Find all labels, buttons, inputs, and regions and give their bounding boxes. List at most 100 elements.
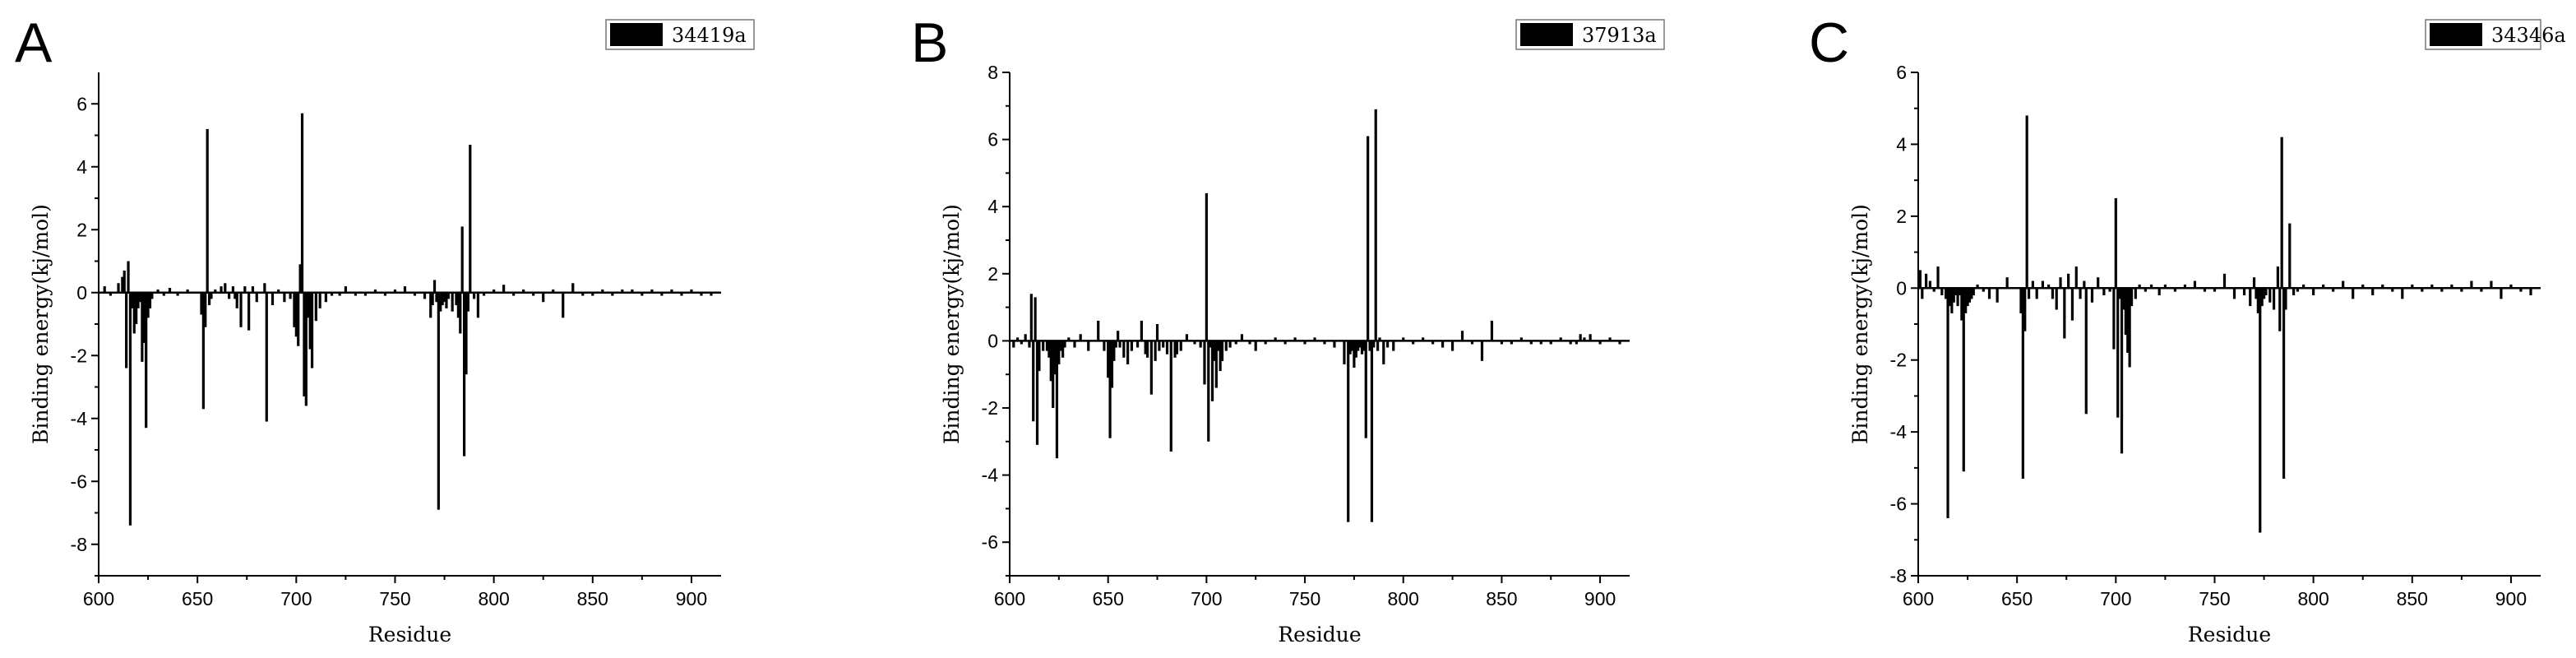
x-tick-label: 700	[1191, 588, 1222, 609]
bar	[1358, 341, 1362, 348]
x-tick-label: 850	[2397, 588, 2428, 609]
bar	[1049, 341, 1052, 382]
bar	[243, 286, 247, 293]
bar	[1364, 341, 1367, 438]
x-tick-label: 800	[2297, 588, 2329, 609]
bar	[1045, 341, 1049, 351]
bar	[1962, 288, 1965, 472]
bar	[2500, 288, 2503, 299]
bar	[2183, 284, 2187, 289]
bar	[2480, 288, 2483, 292]
bar	[1283, 341, 1287, 345]
bar	[581, 292, 585, 296]
bar	[128, 292, 132, 526]
bar	[1073, 341, 1076, 348]
bar	[2124, 288, 2127, 336]
bar	[2063, 288, 2066, 339]
bar	[231, 286, 235, 293]
bar	[2252, 277, 2256, 289]
bar	[1155, 324, 1159, 341]
bar	[1048, 341, 1051, 358]
bar	[446, 292, 450, 299]
bar	[1185, 334, 1189, 341]
bar	[2023, 288, 2027, 331]
bar	[2019, 288, 2023, 313]
bar	[2051, 288, 2055, 299]
y-tick-label: 6	[987, 129, 998, 151]
bar	[136, 292, 140, 308]
bar	[2025, 115, 2028, 289]
bar	[1954, 288, 1958, 296]
bar	[1490, 320, 1494, 341]
bar	[1248, 341, 1251, 345]
bar	[1579, 334, 1582, 341]
bar	[1203, 341, 1206, 385]
bar	[1519, 337, 1523, 341]
bar	[383, 292, 387, 296]
bar	[2332, 288, 2335, 292]
bar	[1333, 341, 1336, 348]
bar	[1343, 341, 1346, 364]
bar	[1374, 109, 1377, 341]
bar	[2322, 284, 2325, 289]
bar	[2163, 284, 2167, 289]
bar	[591, 292, 594, 296]
bar	[2114, 198, 2117, 289]
x-tick-label: 900	[1584, 588, 1616, 609]
bar	[2256, 288, 2259, 313]
bar	[473, 292, 476, 299]
bar	[2102, 288, 2106, 296]
bar	[1038, 341, 1041, 372]
bar	[2090, 288, 2094, 303]
bar	[300, 113, 304, 293]
bar	[469, 144, 472, 293]
bar	[1480, 341, 1484, 361]
bar	[1450, 341, 1454, 351]
bar	[680, 292, 683, 296]
y-tick-label: -2	[71, 345, 87, 366]
bar	[1158, 341, 1161, 351]
bar	[1209, 341, 1212, 348]
bar	[2312, 288, 2315, 296]
bar	[2470, 280, 2473, 289]
bar	[631, 289, 634, 293]
bar	[2027, 288, 2031, 299]
bar	[1114, 341, 1117, 348]
bar	[621, 289, 624, 293]
y-tick-label: 2	[76, 219, 87, 240]
bar	[1368, 341, 1371, 351]
bar	[103, 286, 106, 293]
bar	[690, 289, 693, 293]
bar	[1559, 337, 1562, 341]
y-tick-label: -4	[982, 465, 999, 486]
bar	[1598, 341, 1602, 345]
bar	[1996, 288, 1999, 303]
bar	[1510, 341, 1513, 345]
bar	[265, 292, 268, 422]
bar	[2460, 288, 2463, 292]
x-tick-label: 900	[676, 588, 707, 609]
bar	[459, 292, 462, 334]
bar	[1234, 341, 1237, 345]
bar	[1024, 334, 1027, 341]
bar	[1412, 341, 1415, 345]
bar	[445, 292, 448, 308]
x-tick-label: 600	[994, 588, 1025, 609]
bar	[117, 283, 120, 293]
bar	[1034, 297, 1037, 341]
y-tick-label: 0	[1896, 277, 1907, 299]
y-tick-label: 2	[987, 263, 998, 285]
bar	[2059, 277, 2062, 289]
bar	[2411, 284, 2414, 289]
bar	[210, 292, 213, 299]
bar	[423, 292, 427, 299]
bar	[2222, 273, 2227, 289]
bar	[2232, 288, 2236, 299]
bar	[2490, 280, 2493, 289]
x-tick-label: 750	[2199, 588, 2230, 609]
bar	[1110, 341, 1114, 388]
bar	[1173, 341, 1177, 358]
bar	[2138, 284, 2141, 289]
x-tick-label: 600	[1903, 588, 1934, 609]
bar	[1254, 341, 1257, 351]
